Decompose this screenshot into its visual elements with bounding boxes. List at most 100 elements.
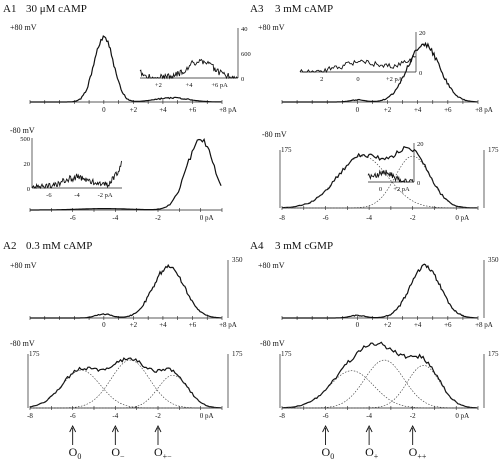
inset-y-label: 20 (417, 141, 424, 148)
state-marker-subscript: +− (163, 452, 173, 459)
y-axis-max-label: 175 (232, 350, 243, 358)
histogram-series (281, 145, 478, 209)
x-tick-label: +2 (384, 321, 392, 329)
inset-x-label: 0 (356, 76, 359, 83)
panel-a3-trace-1: -8 -6 -4 -2 0 pA 175 175 20 0 0 +2 pA (279, 141, 499, 222)
x-tick-label: -8 (279, 412, 285, 420)
panel-a2-trace-1: -8 -6 -4 -2 0 pA 175 175 (27, 350, 243, 420)
x-tick-label: -8 (279, 214, 285, 222)
y-axis-max-label: 175 (488, 350, 499, 358)
x-tick-label: +4 (159, 106, 167, 114)
panel-title-a4: 3 mM cGMP (275, 240, 333, 252)
panel-id-a2: A2 (3, 240, 16, 252)
inset-y-label: 500 (20, 136, 30, 143)
voltage-label-a1-bottom: -80 mV (10, 126, 35, 135)
histogram-series (282, 41, 478, 103)
gaussian-component (29, 369, 222, 409)
panel-a1-trace-0: 0 +2 +4 +6 +8 pA 40 600 0 +2 +4 +6 pA (29, 26, 251, 114)
state-marker-label: O0 (322, 445, 335, 459)
marker-arrow-head (365, 424, 373, 433)
inset-x-label: +2 pA (393, 186, 410, 193)
x-tick-label: 0 pA (200, 214, 214, 222)
y-axis-max-label-left: 175 (281, 146, 292, 154)
voltage-label-a3-top: +80 mV (258, 23, 285, 32)
y-axis-max-label: 175 (488, 146, 499, 154)
state-marker-subscript: − (120, 452, 125, 459)
voltage-label-a3-bottom: -80 mV (262, 130, 287, 139)
histogram-series (30, 137, 222, 211)
inset-histogram-series (31, 160, 122, 190)
x-tick-label: -8 (27, 412, 33, 420)
inset: 40 600 0 +2 +4 +6 pA (139, 26, 251, 89)
x-tick-label: 0 pA (200, 412, 214, 420)
inset-x-label: -2 pA (98, 192, 113, 199)
state-marker-label: O0 (69, 445, 82, 459)
histogram-series (30, 35, 222, 103)
state-marker-subscript: + (374, 452, 379, 459)
state-markers-a4: O0 O+ O++ (322, 424, 427, 459)
state-marker-label: O+ (365, 445, 379, 459)
inset-histogram-series (299, 54, 416, 74)
inset-y-label: 20 (419, 30, 426, 37)
inset-x-label: +2 (155, 82, 162, 89)
inset: 20 0 0 +2 pA (367, 141, 424, 193)
x-tick-label: +6 (189, 321, 197, 329)
inset-y-label: 0 (417, 180, 420, 187)
y-axis-max-label-left: 175 (281, 350, 292, 358)
x-tick-label: +4 (159, 321, 167, 329)
state-markers-a2: O0 O− O+− (69, 424, 173, 459)
marker-arrow-head (322, 424, 329, 433)
panel-id-a4: A4 (250, 240, 264, 252)
x-tick-label: -4 (112, 214, 118, 222)
panel-title-a1: 30 μM cAMP (26, 3, 87, 15)
panel-a1-trace-1: -6 -4 -2 0 pA 500 20 0 -6 -4 -2 pA (20, 136, 223, 222)
inset-x-label: 0 (379, 186, 382, 193)
x-tick-label: +8 pA (219, 321, 237, 329)
inset-x-label: 2 (320, 76, 323, 83)
x-tick-label: +6 (444, 106, 452, 114)
x-tick-label: -6 (323, 214, 329, 222)
x-tick-label: +8 pA (475, 321, 493, 329)
inset-x-label: +2 pA (386, 76, 403, 83)
x-tick-label: -6 (70, 214, 76, 222)
x-tick-label: 0 (102, 321, 106, 329)
y-axis-max-label: 350 (232, 256, 243, 264)
x-tick-label: +2 (130, 106, 138, 114)
state-marker-subscript: 0 (330, 452, 334, 459)
x-tick-label: -2 (410, 214, 416, 222)
marker-arrow-head (409, 424, 417, 433)
x-tick-label: +2 (130, 321, 138, 329)
x-tick-label: -6 (70, 412, 76, 420)
histogram-series (29, 357, 222, 409)
x-tick-label: -4 (112, 412, 118, 420)
voltage-label-a1-top: +80 mV (10, 23, 37, 32)
inset-y-label: 20 (24, 161, 31, 168)
x-tick-label: +4 (414, 321, 422, 329)
voltage-label-a2-top: +80 mV (10, 261, 37, 270)
x-tick-label: 0 pA (455, 412, 469, 420)
x-tick-label: -4 (366, 412, 372, 420)
x-tick-label: -2 (155, 412, 161, 420)
inset: 500 20 0 -6 -4 -2 pA (20, 136, 122, 199)
y-axis-max-label: 350 (488, 256, 499, 264)
inset-y-label: 0 (419, 70, 422, 77)
x-tick-label: 0 pA (455, 214, 469, 222)
x-tick-label: -4 (366, 214, 372, 222)
panel-a2-trace-0: 0 +2 +4 +6 +8 pA 350 (29, 256, 243, 329)
state-marker-label: O++ (409, 445, 427, 459)
panel-a4-trace-1: -8 -6 -4 -2 0 pA 175 175 (279, 341, 499, 420)
x-tick-label: -2 (410, 412, 416, 420)
voltage-label-a4-top: +80 mV (258, 261, 285, 270)
state-marker-subscript: 0 (77, 452, 81, 459)
x-tick-label: +8 pA (219, 106, 237, 114)
panel-title-a2: 0.3 mM cAMP (26, 240, 92, 252)
gaussian-component (30, 374, 223, 409)
marker-arrow-head (111, 424, 119, 433)
x-tick-label: 0 (102, 106, 106, 114)
state-marker-label: O− (111, 445, 125, 459)
inset-y-label: 0 (241, 76, 244, 83)
histogram-series (281, 341, 478, 409)
x-tick-label: -6 (323, 412, 329, 420)
voltage-label-a2-bottom: -80 mV (10, 339, 35, 348)
inset-y-label: 0 (27, 186, 30, 193)
